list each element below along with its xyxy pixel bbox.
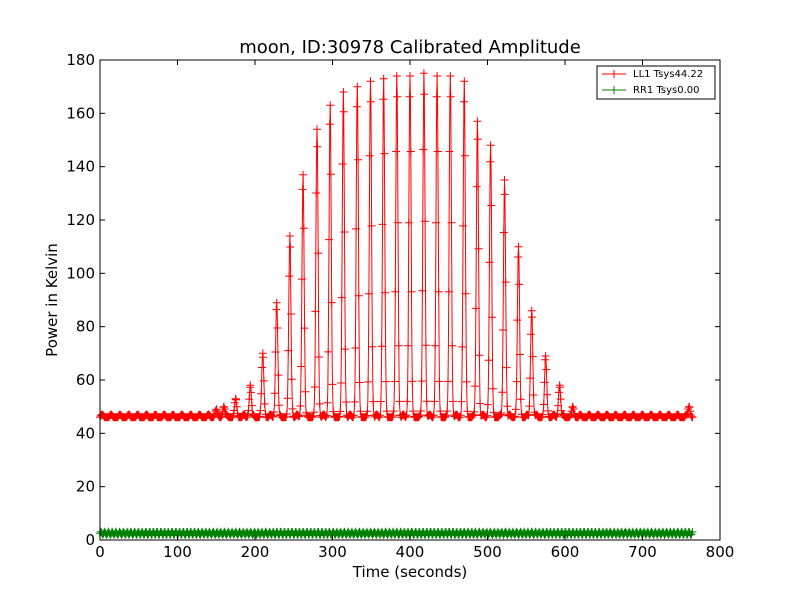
x-tick-label: 100 xyxy=(163,543,192,561)
y-tick-label: 20 xyxy=(76,478,95,496)
legend: LL1 Tsys44.22 RR1 Tsys0.00 xyxy=(597,66,715,99)
series-line-ll1 xyxy=(100,73,693,417)
x-tick-label: 300 xyxy=(318,543,347,561)
y-tick-label: 100 xyxy=(66,264,95,282)
x-tick-label: 200 xyxy=(241,543,270,561)
chart-svg: 0 100 200 300 400 500 600 700 800 0 20 40 60 80 100 120… xyxy=(0,0,800,600)
chart-title: moon, ID:30978 Calibrated Amplitude xyxy=(239,37,581,58)
y-tick-label: 80 xyxy=(76,318,95,336)
series-ll1 xyxy=(96,69,697,421)
y-tick-label: 160 xyxy=(66,104,95,122)
x-tick-label: 400 xyxy=(396,543,425,561)
series-layer xyxy=(96,69,697,539)
y-tick-label: 140 xyxy=(66,158,95,176)
y-axis-label: Power in Kelvin xyxy=(43,243,61,357)
x-tick-label: 800 xyxy=(706,543,735,561)
y-tick-label: 0 xyxy=(85,531,95,549)
x-tick-label: 500 xyxy=(473,543,502,561)
x-tick-label: 600 xyxy=(551,543,580,561)
x-tick-label: 0 xyxy=(95,543,105,561)
chart: 0 100 200 300 400 500 600 700 800 0 20 40 60 80 100 120… xyxy=(0,0,800,600)
legend-label-ll1: LL1 Tsys44.22 xyxy=(633,69,703,80)
tick-layer: 0 100 200 300 400 500 600 700 800 0 20 40 60 80 100 120… xyxy=(66,51,734,561)
y-tick-label: 60 xyxy=(76,371,95,389)
y-tick-label: 180 xyxy=(66,51,95,69)
y-tick-label: 40 xyxy=(76,424,95,442)
x-tick-label: 700 xyxy=(628,543,657,561)
series-markers-rr1 xyxy=(96,528,696,539)
legend-label-rr1: RR1 Tsys0.00 xyxy=(633,85,700,96)
plot-frame xyxy=(100,60,720,540)
y-tick-label: 120 xyxy=(66,211,95,229)
series-rr1 xyxy=(96,528,696,539)
x-axis-label: Time (seconds) xyxy=(352,563,468,581)
